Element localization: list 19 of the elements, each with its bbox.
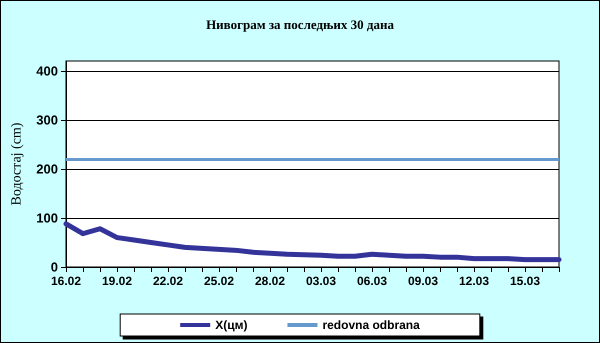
chart-title: Нивограм за последњих 30 дана xyxy=(206,17,394,32)
y-tick-label: 300 xyxy=(36,112,58,128)
y-tick-label: 200 xyxy=(36,161,58,176)
y-axis-title: Водостај (cm) xyxy=(10,122,24,206)
x-tick-label: 28.02 xyxy=(254,274,286,288)
legend-label: X(цм) xyxy=(215,318,248,332)
x-tick-label: 12.03 xyxy=(458,274,490,288)
x-tick-label: 06.03 xyxy=(356,274,388,288)
x-tick-label: 15.03 xyxy=(510,274,540,288)
x-tick-label: 19.02 xyxy=(102,274,132,288)
x-tick-label: 16.02 xyxy=(50,274,82,288)
x-tick-label: 03.03 xyxy=(306,274,336,288)
legend-label: redovna odbrana xyxy=(322,318,420,332)
y-tick-label: 0 xyxy=(50,260,58,274)
x-tick-label: 25.02 xyxy=(204,274,234,288)
x-tick-label: 22.02 xyxy=(152,274,184,288)
y-tick-label: 400 xyxy=(36,63,58,78)
x-tick-label: 09.03 xyxy=(408,274,438,288)
y-tick-label: 100 xyxy=(36,210,58,226)
